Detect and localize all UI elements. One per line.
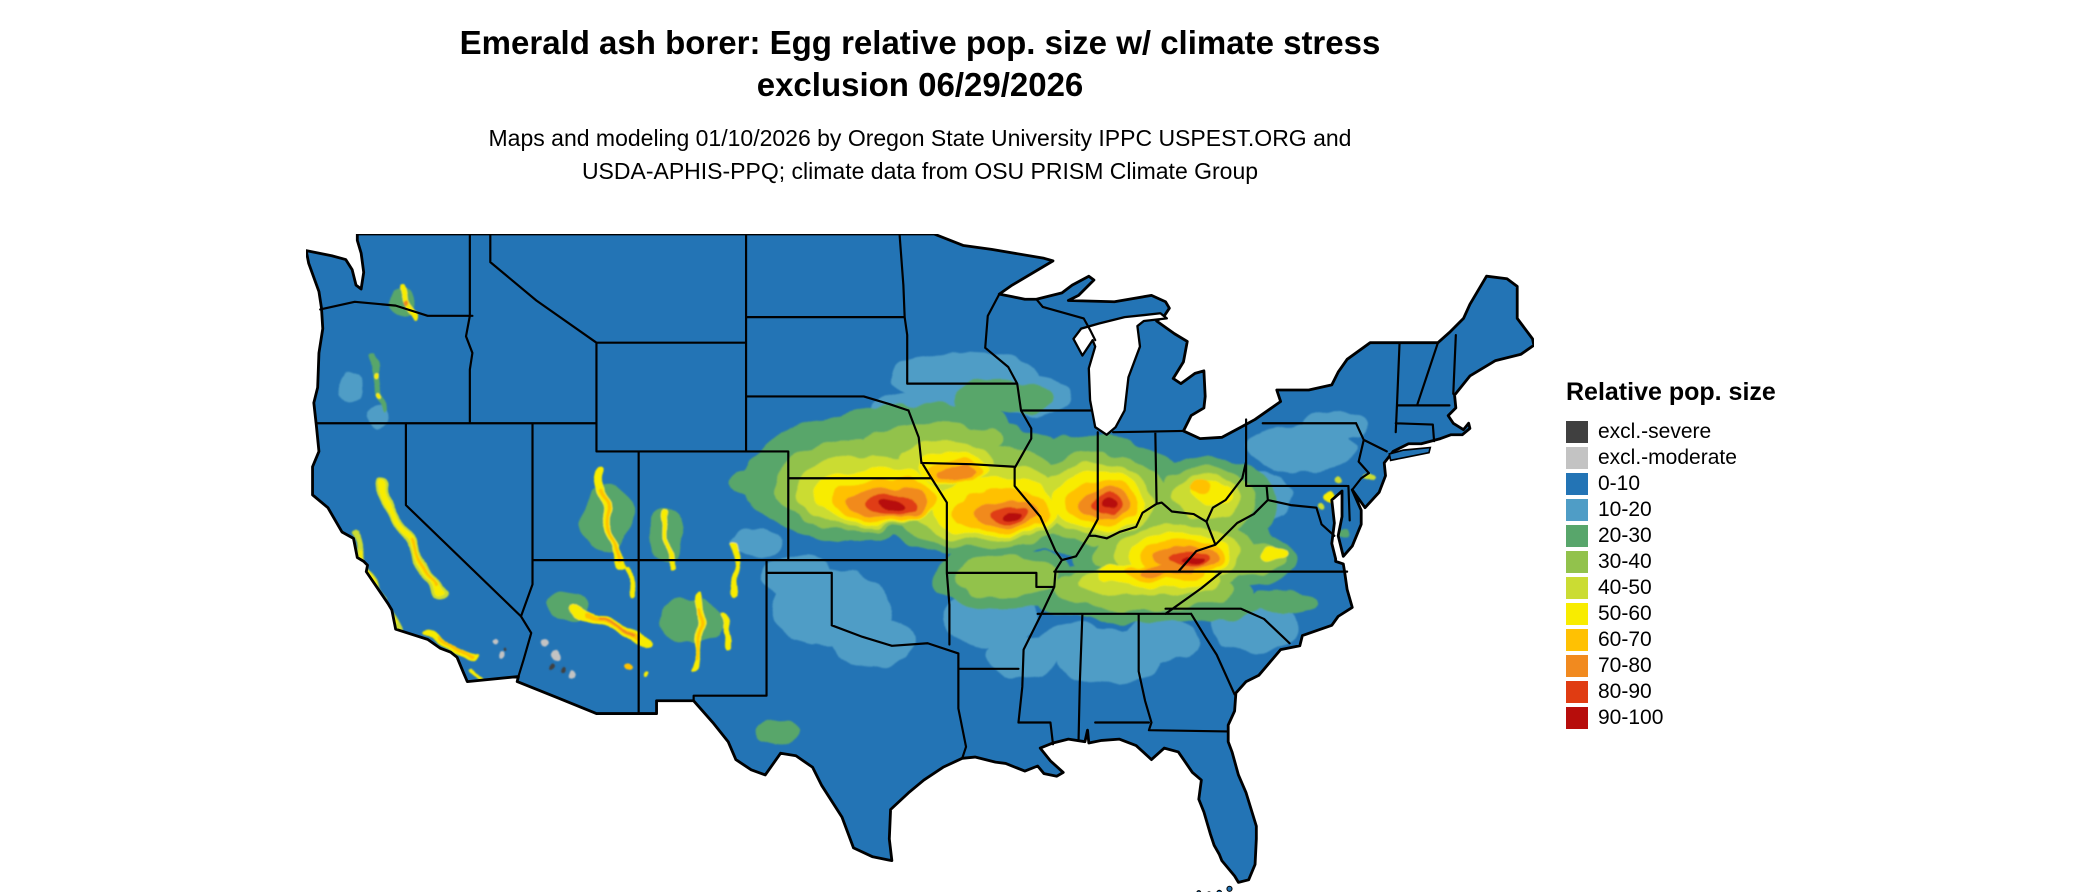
legend-label: 20-30 [1598,524,1652,547]
legend-row: 60-70 [1566,627,1776,653]
legend-label: 60-70 [1598,628,1652,651]
legend-swatch [1566,421,1588,443]
map-title-line2: exclusion 06/29/2026 [756,66,1084,103]
long-island [1388,446,1432,462]
legend-swatch [1566,499,1588,521]
legend-swatch [1566,551,1588,573]
legend-swatch [1566,525,1588,547]
legend-label: excl.-severe [1598,420,1712,443]
us-risk-map [306,234,1534,892]
legend-label: excl.-moderate [1598,446,1737,469]
legend-swatch [1566,447,1588,469]
legend-label: 70-80 [1598,654,1652,677]
legend-title: Relative pop. size [1566,378,1776,406]
legend-row: excl.-severe [1566,419,1776,445]
state-borders [315,234,1457,760]
us-map-svg [306,234,1534,892]
legend-row: excl.-moderate [1566,445,1776,471]
legend-label: 40-50 [1598,576,1652,599]
map-legend: Relative pop. size excl.-severe excl.-mo… [1566,378,1776,731]
legend-swatch [1566,473,1588,495]
legend-row: 70-80 [1566,653,1776,679]
legend-row: 20-30 [1566,523,1776,549]
map-title-line1: Emerald ash borer: Egg relative pop. siz… [459,24,1381,61]
legend-label: 90-100 [1598,706,1664,729]
legend-swatch [1566,707,1588,729]
map-subtitle: Maps and modeling 01/10/2026 by Oregon S… [0,122,1840,188]
legend-label: 30-40 [1598,550,1652,573]
legend-swatch [1566,655,1588,677]
lake-michigan [1072,312,1168,436]
land-base [306,234,1534,883]
legend-label: 10-20 [1598,498,1652,521]
legend-row: 50-60 [1566,601,1776,627]
florida-keys [1196,885,1233,892]
legend-row: 0-10 [1566,471,1776,497]
legend-row: 10-20 [1566,497,1776,523]
header: Emerald ash borer: Egg relative pop. siz… [0,22,1840,188]
legend-swatch [1566,577,1588,599]
map-subtitle-line1: Maps and modeling 01/10/2026 by Oregon S… [488,125,1352,151]
legend-row: 80-90 [1566,679,1776,705]
legend-swatch [1566,603,1588,625]
risk-raster [338,284,1374,747]
legend-label: 80-90 [1598,680,1652,703]
legend-row: 30-40 [1566,549,1776,575]
legend-row: 40-50 [1566,575,1776,601]
legend-row: 90-100 [1566,705,1776,731]
map-subtitle-line2: USDA-APHIS-PPQ; climate data from OSU PR… [581,158,1259,184]
legend-label: 0-10 [1598,472,1641,495]
legend-swatch [1566,681,1588,703]
legend-label: 50-60 [1598,602,1652,625]
legend-swatch [1566,629,1588,651]
